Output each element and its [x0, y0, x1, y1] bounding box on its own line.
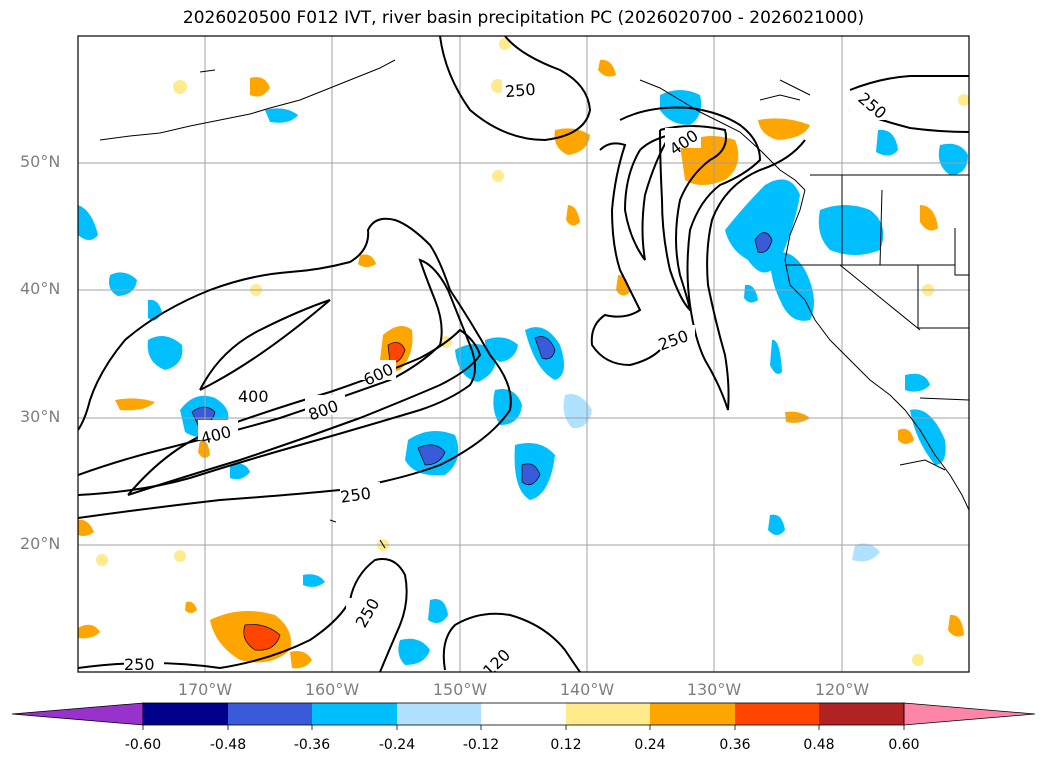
fill-outlines [191, 232, 773, 651]
fill-pos-f [598, 59, 616, 77]
colorbar-label-7: 0.24 [634, 737, 666, 753]
fill-neg-i-core [522, 463, 540, 485]
colorbar-label-5: -0.12 [462, 737, 500, 753]
fill-pos-e [554, 128, 590, 155]
fill-neg-v [768, 514, 785, 535]
fill-neg-m [818, 205, 884, 255]
colorbar-label-8: 0.36 [719, 737, 751, 753]
colorbar-ticks [142, 725, 905, 730]
map-frame-bg [78, 36, 969, 672]
fill-pos-t [78, 519, 94, 536]
contour-labels: 250 400 250 600 800 400 400 250 250 250 … [124, 78, 890, 674]
fill-pos-h [115, 398, 155, 411]
lat-label-20n: 20°N [20, 534, 61, 553]
fill-pos-b-core [243, 624, 280, 651]
lon-label-140w: 140°W [559, 680, 615, 699]
colorbar-label-3: -0.36 [293, 737, 331, 753]
fill-neg-z [303, 574, 325, 587]
colorbar-under-arrow [11, 702, 144, 726]
lon-label-120w: 120°W [814, 680, 870, 699]
fill-neg-g-core [535, 336, 555, 359]
fill-pos-p [358, 254, 376, 267]
gridlines [78, 36, 969, 672]
colorbar-label-6: 0.12 [550, 737, 582, 753]
colorbar-seg-6 [566, 703, 650, 725]
fill-pos-a-core [388, 342, 405, 363]
fill-neg-k [725, 179, 800, 273]
fill-neg-ab [770, 339, 782, 374]
fill-neg-f [485, 337, 518, 362]
lon-label-160w: 160°W [304, 680, 360, 699]
fill-neg-h [493, 389, 522, 425]
fill-pos-m [785, 411, 810, 423]
lon-label-130w: 130°W [686, 680, 742, 699]
map-frame [77, 35, 970, 673]
fill-pos-o [948, 614, 964, 637]
contour-label-6: 400 [238, 387, 269, 406]
fill-pos-r [290, 651, 312, 669]
fill-neg-q [910, 409, 946, 465]
colorbar-over-arrow [903, 702, 1036, 726]
fill-neg-p [905, 373, 930, 392]
fill-neg-k-core [755, 232, 772, 253]
fill-pos-d [758, 118, 810, 140]
fill-pos-s [198, 439, 210, 458]
fill-neg-u [852, 543, 880, 562]
colorbar-label-1: -0.60 [124, 737, 162, 753]
fill-neg-o [876, 129, 898, 156]
fill-pos-i [566, 205, 580, 226]
fill-neg-w [230, 463, 250, 480]
colorbar-seg-9 [819, 703, 904, 725]
colorbar-label-10: 0.60 [888, 737, 920, 753]
fill-pos-n [898, 428, 914, 444]
colorbar-label-2: -0.48 [209, 737, 247, 753]
fill-neg-n [938, 143, 968, 175]
fill-neg-y [265, 108, 298, 123]
lat-label-50n: 50°N [20, 152, 61, 171]
fill-neg-b [147, 336, 183, 370]
fill-neg-s [398, 638, 430, 665]
colorbar-label-9: 0.48 [803, 737, 835, 753]
colorbar-outline [142, 702, 905, 726]
ivt-contours [78, 36, 969, 672]
lon-label-150w: 150°W [432, 680, 488, 699]
colorbar-seg-4 [397, 703, 481, 725]
contour-label-1: 250 [504, 80, 536, 102]
colorbar [11, 702, 1036, 730]
colorbar-label-4: -0.24 [378, 737, 416, 753]
fill-neg-t [428, 599, 448, 624]
fill-neg-j [563, 394, 592, 429]
fill-pos-g [250, 77, 270, 97]
colorbar-seg-5 [481, 703, 566, 725]
colorbar-seg-2 [228, 703, 312, 725]
contour-label-8: 250 [339, 484, 372, 507]
fill-pos-l [920, 205, 938, 231]
lat-label-30n: 30°N [20, 407, 61, 426]
fill-pos-light-dots [96, 38, 969, 666]
colorbar-seg-8 [735, 703, 819, 725]
fill-pos-q [185, 601, 197, 613]
map-title: 2026020500 F012 IVT, river basin precipi… [182, 8, 865, 28]
fill-neg-ac [744, 284, 758, 303]
lon-label-170w: 170°W [177, 680, 233, 699]
colorbar-seg-3 [312, 703, 397, 725]
fill-pos-k [78, 624, 100, 639]
colorbar-seg-1 [143, 703, 228, 725]
colorbar-seg-7 [650, 703, 735, 725]
lat-label-40n: 40°N [20, 279, 61, 298]
contour-label-11: 250 [124, 655, 155, 674]
fill-neg-x [78, 205, 98, 240]
fill-neg-d-core [418, 444, 445, 465]
